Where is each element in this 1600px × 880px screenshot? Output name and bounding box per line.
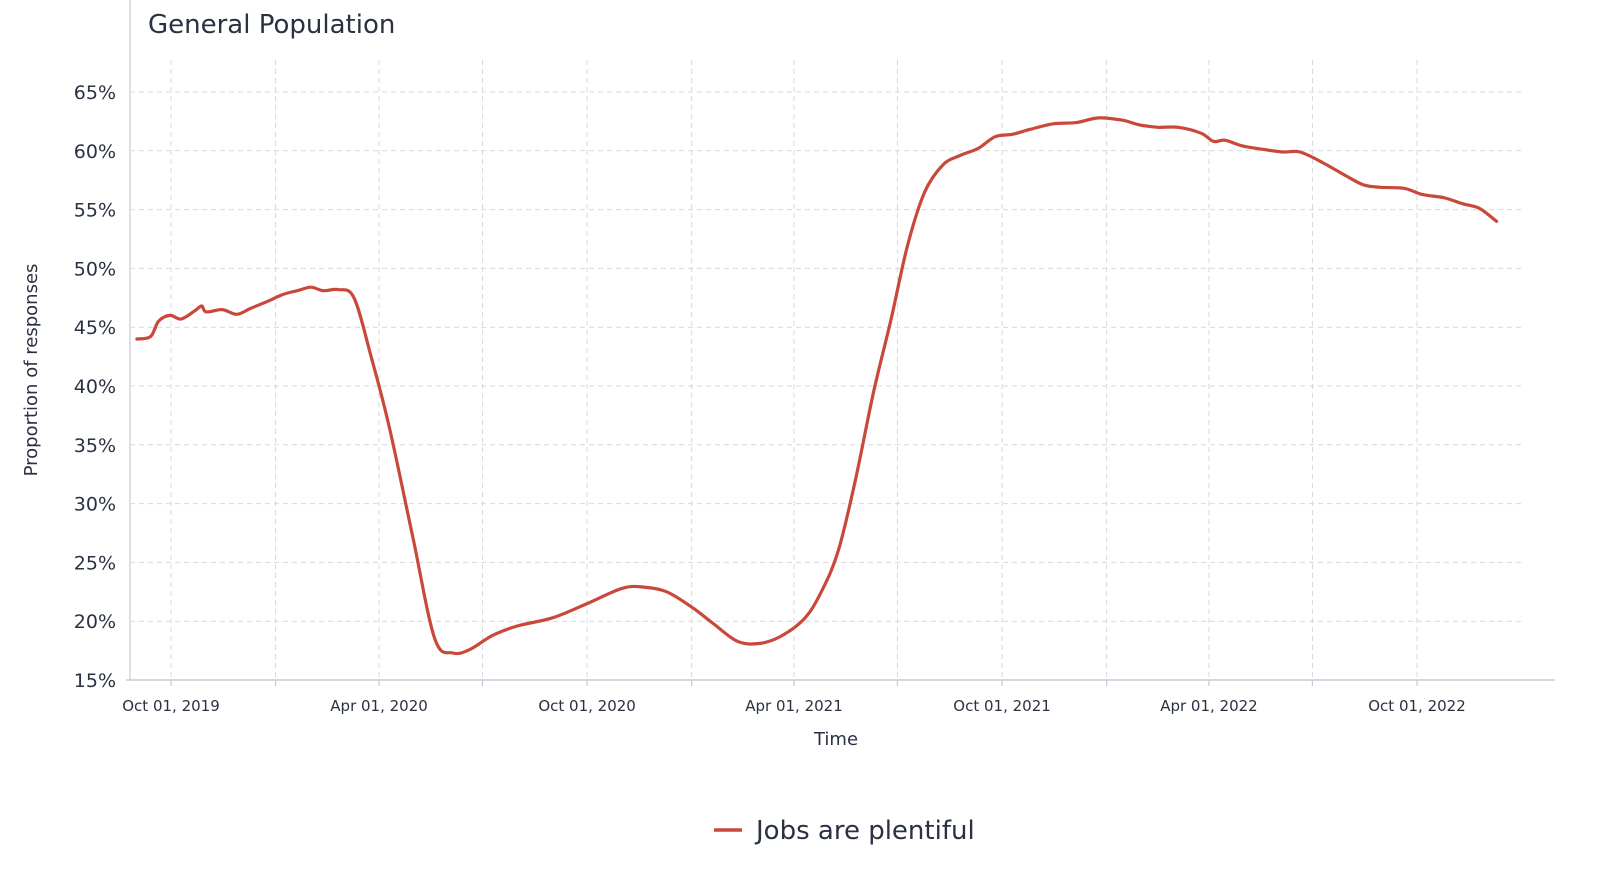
y-tick-label: 55% xyxy=(74,200,116,222)
y-tick-label: 25% xyxy=(74,552,116,574)
y-tick-label: 30% xyxy=(74,494,116,516)
y-tick-label: 35% xyxy=(74,435,116,457)
y-tick-label: 40% xyxy=(74,376,116,398)
y-tick-label: 15% xyxy=(74,670,116,692)
y-tick-label: 20% xyxy=(74,611,116,633)
y-tick-label: 65% xyxy=(74,82,116,104)
x-tick-label: Apr 01, 2020 xyxy=(330,697,428,715)
y-axis-ticks: 15% 20% 25% 30% 35% 40% 45% 50% 55% 60% 65% xyxy=(74,82,116,692)
grid-lines xyxy=(130,60,1525,680)
x-tick-label: Apr 01, 2021 xyxy=(745,697,843,715)
x-tick-label: Oct 01, 2021 xyxy=(953,697,1051,715)
y-tick-label: 50% xyxy=(74,258,116,280)
y-tick-label: 45% xyxy=(74,317,116,339)
chart-title: General Population xyxy=(148,10,395,40)
y-tick-label: 60% xyxy=(74,141,116,163)
series-layer xyxy=(135,116,1499,656)
x-tick-label: Oct 01, 2019 xyxy=(122,697,220,715)
x-tick-label: Oct 01, 2022 xyxy=(1368,697,1466,715)
x-axis-label: Time xyxy=(813,729,858,750)
x-axis-ticks: Oct 01, 2019 Apr 01, 2020 Oct 01, 2020 Apr … xyxy=(122,680,1466,715)
x-tick-label: Apr 01, 2022 xyxy=(1160,697,1258,715)
legend-label-jobs-are-plentiful[interactable]: Jobs are plentiful xyxy=(754,816,975,846)
series-line-jobs-are-plentiful[interactable] xyxy=(135,116,1499,656)
legend[interactable]: Jobs are plentiful xyxy=(714,816,975,846)
x-tick-label: Oct 01, 2020 xyxy=(538,697,636,715)
y-axis-label: Proportion of responses xyxy=(21,264,42,477)
